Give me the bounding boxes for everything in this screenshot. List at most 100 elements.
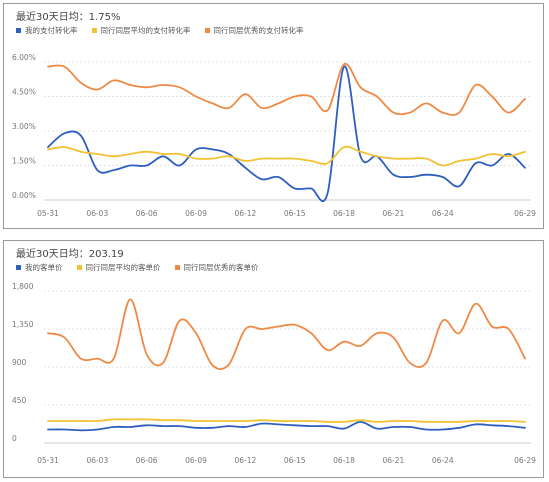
data-point-mine[interactable] xyxy=(457,184,461,188)
data-point-avg[interactable] xyxy=(342,145,346,149)
data-point-best[interactable] xyxy=(62,64,66,68)
data-point-mine[interactable] xyxy=(424,173,428,177)
data-point-best[interactable] xyxy=(490,324,494,328)
data-point-best[interactable] xyxy=(309,94,313,98)
series-line-mine[interactable] xyxy=(47,65,526,202)
data-point-mine[interactable] xyxy=(375,426,379,430)
data-point-mine[interactable] xyxy=(325,424,329,428)
data-point-best[interactable] xyxy=(408,361,412,365)
data-point-mine[interactable] xyxy=(62,427,66,431)
data-point-mine[interactable] xyxy=(358,154,362,158)
data-point-avg[interactable] xyxy=(62,145,66,149)
data-point-mine[interactable] xyxy=(227,424,231,428)
data-point-mine[interactable] xyxy=(79,133,83,137)
data-point-mine[interactable] xyxy=(342,426,346,430)
data-point-mine[interactable] xyxy=(128,425,132,429)
data-point-avg[interactable] xyxy=(473,156,477,160)
data-point-best[interactable] xyxy=(342,62,346,66)
data-point-avg[interactable] xyxy=(177,152,181,156)
data-point-mine[interactable] xyxy=(194,147,198,151)
data-point-mine[interactable] xyxy=(424,427,428,431)
data-point-best[interactable] xyxy=(95,87,99,91)
series-line-best[interactable] xyxy=(47,298,526,370)
data-point-mine[interactable] xyxy=(441,175,445,179)
data-point-avg[interactable] xyxy=(46,147,50,151)
data-point-avg[interactable] xyxy=(358,150,362,154)
data-point-avg[interactable] xyxy=(293,156,297,160)
data-point-best[interactable] xyxy=(144,352,148,356)
data-point-avg[interactable] xyxy=(293,419,297,423)
data-point-avg[interactable] xyxy=(194,419,198,423)
data-point-avg[interactable] xyxy=(325,161,329,165)
data-point-best[interactable] xyxy=(424,101,428,105)
data-point-best[interactable] xyxy=(457,331,461,335)
data-point-mine[interactable] xyxy=(293,186,297,190)
data-point-mine[interactable] xyxy=(177,424,181,428)
data-point-avg[interactable] xyxy=(161,418,165,422)
data-point-best[interactable] xyxy=(210,101,214,105)
data-point-avg[interactable] xyxy=(227,419,231,423)
data-point-avg[interactable] xyxy=(441,163,445,167)
data-point-avg[interactable] xyxy=(457,420,461,424)
data-point-best[interactable] xyxy=(260,327,264,331)
data-point-best[interactable] xyxy=(424,361,428,365)
data-point-mine[interactable] xyxy=(523,426,527,430)
data-point-avg[interactable] xyxy=(457,159,461,163)
data-point-avg[interactable] xyxy=(79,150,83,154)
data-point-avg[interactable] xyxy=(391,419,395,423)
data-point-avg[interactable] xyxy=(342,420,346,424)
data-point-best[interactable] xyxy=(128,297,132,301)
data-point-avg[interactable] xyxy=(177,418,181,422)
data-point-mine[interactable] xyxy=(457,426,461,430)
data-point-mine[interactable] xyxy=(112,168,116,172)
data-point-best[interactable] xyxy=(95,356,99,360)
data-point-mine[interactable] xyxy=(506,424,510,428)
data-point-best[interactable] xyxy=(46,331,50,335)
data-point-best[interactable] xyxy=(391,110,395,114)
data-point-avg[interactable] xyxy=(144,417,148,421)
data-point-avg[interactable] xyxy=(506,419,510,423)
series-line-best[interactable] xyxy=(47,63,526,116)
data-point-best[interactable] xyxy=(523,356,527,360)
data-point-mine[interactable] xyxy=(276,175,280,179)
data-point-mine[interactable] xyxy=(161,424,165,428)
data-point-avg[interactable] xyxy=(523,420,527,424)
data-point-avg[interactable] xyxy=(408,156,412,160)
data-point-best[interactable] xyxy=(375,94,379,98)
data-point-mine[interactable] xyxy=(490,423,494,427)
data-point-mine[interactable] xyxy=(325,191,329,195)
data-point-best[interactable] xyxy=(144,85,148,89)
data-point-best[interactable] xyxy=(325,108,329,112)
data-point-best[interactable] xyxy=(46,64,50,68)
data-point-best[interactable] xyxy=(309,331,313,335)
data-point-best[interactable] xyxy=(194,331,198,335)
legend-item-avg[interactable]: 同行同层平均的支付转化率 xyxy=(91,25,191,36)
data-point-avg[interactable] xyxy=(506,154,510,158)
data-point-avg[interactable] xyxy=(358,418,362,422)
data-point-best[interactable] xyxy=(276,101,280,105)
data-point-avg[interactable] xyxy=(490,419,494,423)
data-point-mine[interactable] xyxy=(523,166,527,170)
data-point-mine[interactable] xyxy=(210,147,214,151)
data-point-best[interactable] xyxy=(112,356,116,360)
data-point-best[interactable] xyxy=(441,110,445,114)
data-point-best[interactable] xyxy=(441,318,445,322)
data-point-best[interactable] xyxy=(161,361,165,365)
data-point-best[interactable] xyxy=(62,335,66,339)
data-point-mine[interactable] xyxy=(95,168,99,172)
data-point-mine[interactable] xyxy=(408,425,412,429)
data-point-best[interactable] xyxy=(358,85,362,89)
data-point-avg[interactable] xyxy=(210,156,214,160)
data-point-mine[interactable] xyxy=(112,425,116,429)
data-point-avg[interactable] xyxy=(112,154,116,158)
data-point-avg[interactable] xyxy=(260,156,264,160)
data-point-best[interactable] xyxy=(293,323,297,327)
data-point-best[interactable] xyxy=(79,81,83,85)
data-point-avg[interactable] xyxy=(243,159,247,163)
legend-item-mine[interactable]: 我的客单价 xyxy=(16,262,63,273)
data-point-mine[interactable] xyxy=(79,428,83,432)
data-point-best[interactable] xyxy=(391,335,395,339)
data-point-best[interactable] xyxy=(161,83,165,87)
data-point-best[interactable] xyxy=(490,94,494,98)
legend-item-avg[interactable]: 同行同层平均的客单价 xyxy=(76,262,161,273)
